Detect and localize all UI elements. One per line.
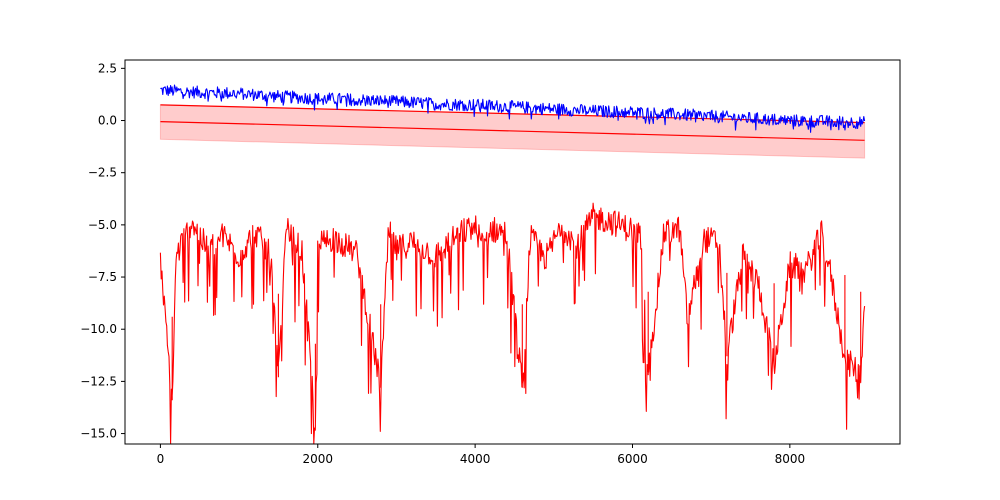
y-tick-label: −5.0 <box>88 218 117 232</box>
y-tick-label: 0.0 <box>98 114 117 128</box>
series-2-line <box>160 104 865 124</box>
x-tick-label: 0 <box>157 452 165 466</box>
x-tick-label: 6000 <box>617 452 648 466</box>
y-tick-label: −7.5 <box>88 270 117 284</box>
axes-frame <box>124 59 901 445</box>
y-tick-label: −2.5 <box>88 166 117 180</box>
series-0-line <box>160 84 866 133</box>
y-tick-label: −10.0 <box>80 322 117 336</box>
axes: 0 2000 4000 6000 8000 2.5 0.0 −2.5 −5.0 −7.5 −10.0… <box>80 59 901 466</box>
plot-area <box>159 84 866 445</box>
y-tick-label: 2.5 <box>98 61 117 75</box>
x-tick-label: 4000 <box>460 452 491 466</box>
series-1-line <box>160 121 865 141</box>
x-tick-label: 8000 <box>775 452 806 466</box>
x-tick-label: 2000 <box>302 452 333 466</box>
y-tick-label: −15.0 <box>80 427 117 441</box>
series-4-line <box>159 202 866 445</box>
y-tick-label: −12.5 <box>80 374 117 388</box>
